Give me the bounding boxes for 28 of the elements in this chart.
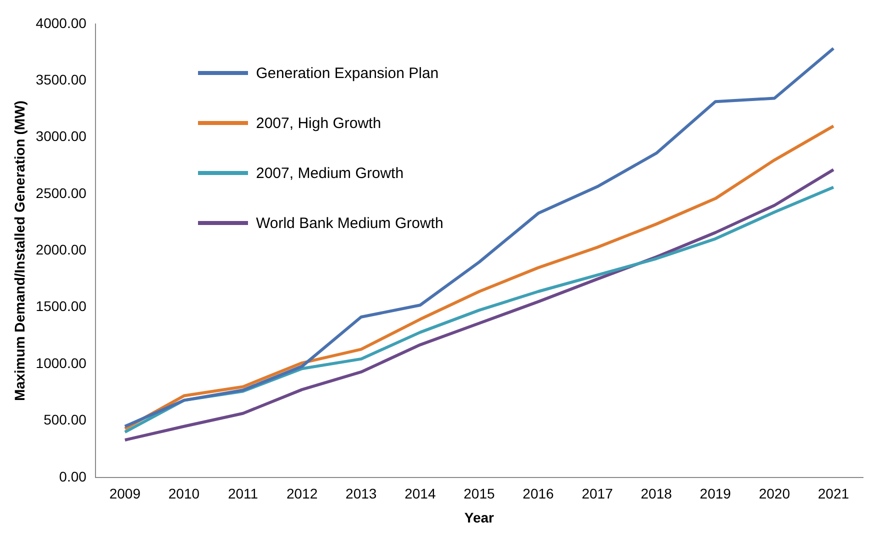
y-tick-label: 1500.00: [36, 298, 87, 314]
x-axis-title: Year: [464, 509, 495, 526]
y-tick-label: 3000.00: [36, 128, 87, 144]
y-axis-title: Maximum Demand/Installed Generation (MW): [11, 100, 28, 401]
x-tick-label: 2009: [109, 486, 141, 502]
x-tick-label: 2018: [640, 486, 672, 502]
x-tick-label: 2020: [758, 486, 790, 502]
legend-label: 2007, Medium Growth: [256, 164, 404, 182]
x-tick-label: 2011: [228, 486, 258, 502]
legend-label: Generation Expansion Plan: [256, 64, 439, 82]
legend-label: 2007, High Growth: [256, 114, 382, 132]
x-tick-label: 2012: [286, 486, 318, 502]
y-tick-label: 0.00: [59, 468, 87, 484]
y-tick-label: 500.00: [44, 412, 87, 428]
y-tick-label: 1000.00: [36, 354, 87, 371]
x-tick-label: 2014: [404, 486, 436, 502]
y-tick-label: 2000.00: [36, 242, 87, 258]
y-tick-label: 2500.00: [36, 184, 87, 201]
x-tick-label: 2021: [818, 486, 850, 502]
legend-label: World Bank Medium Growth: [256, 214, 444, 232]
y-tick-label: 4000.00: [36, 14, 87, 31]
x-tick-label: 2013: [346, 486, 377, 502]
y-tick-label: 3500.00: [36, 72, 87, 88]
x-tick-label: 2017: [582, 486, 614, 502]
x-tick-label: 2010: [168, 486, 200, 502]
x-tick-label: 2016: [522, 486, 554, 502]
x-tick-label: 2019: [700, 486, 732, 502]
x-tick-label: 2015: [464, 486, 495, 502]
